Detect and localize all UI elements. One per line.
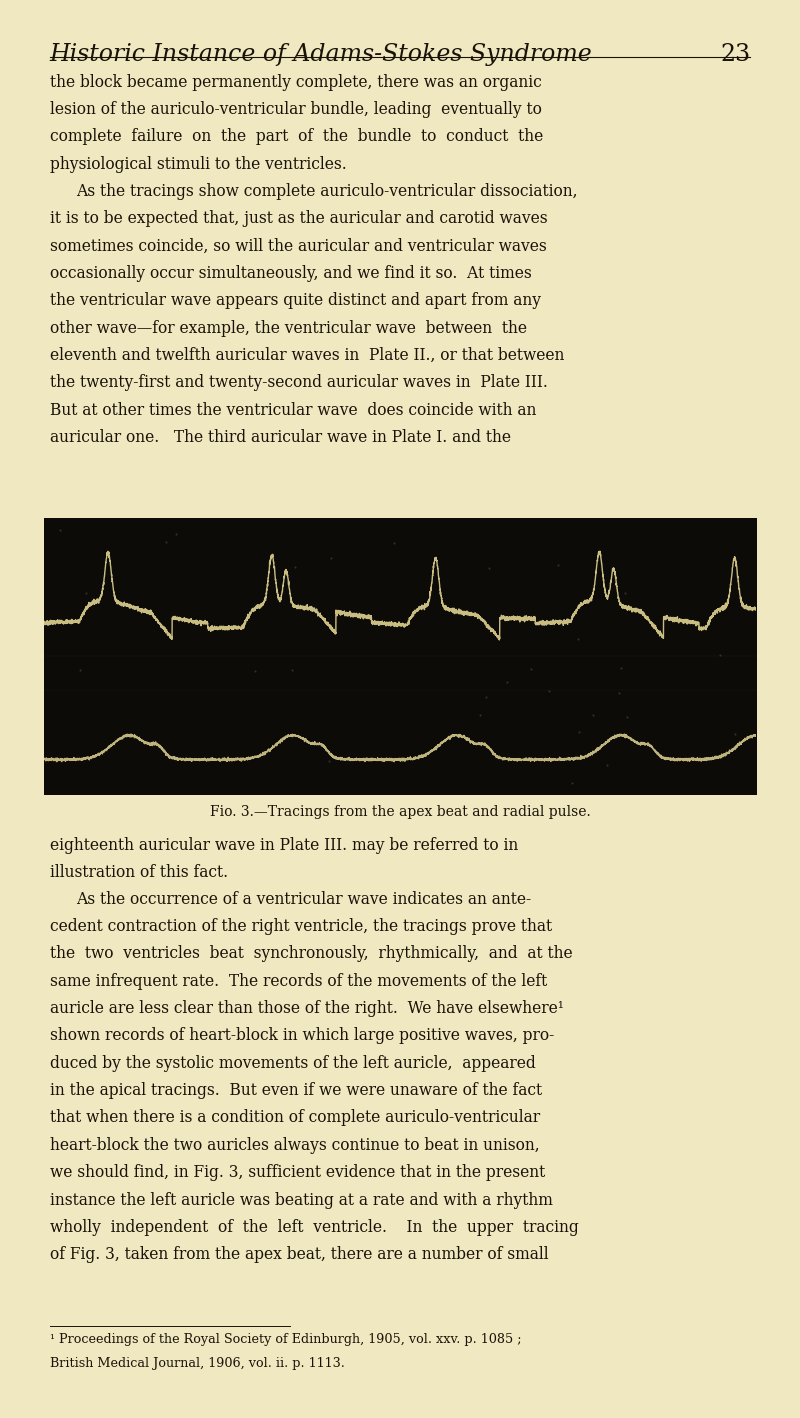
Point bbox=[325, 546, 338, 569]
Text: physiological stimuli to the ventricles.: physiological stimuli to the ventricles. bbox=[50, 156, 346, 173]
Text: sometimes coincide, so will the auricular and ventricular waves: sometimes coincide, so will the auricula… bbox=[50, 238, 546, 255]
Point bbox=[79, 581, 92, 604]
Text: same infrequent rate.  The records of the movements of the left: same infrequent rate. The records of the… bbox=[50, 973, 547, 990]
Text: that when there is a condition of complete auriculo-ventricular: that when there is a condition of comple… bbox=[50, 1109, 540, 1126]
Point bbox=[170, 522, 182, 545]
Text: illustration of this fact.: illustration of this fact. bbox=[50, 864, 228, 881]
Text: Fio. 3.—Tracings from the apex beat and radial pulse.: Fio. 3.—Tracings from the apex beat and … bbox=[210, 805, 590, 820]
Text: Historic Instance of Adams-Stokes Syndrome: Historic Instance of Adams-Stokes Syndro… bbox=[50, 43, 592, 65]
Point bbox=[248, 659, 261, 682]
Point bbox=[620, 706, 633, 729]
Point bbox=[70, 611, 83, 634]
Text: lesion of the auriculo-ventricular bundle, leading  eventually to: lesion of the auriculo-ventricular bundl… bbox=[50, 101, 542, 118]
Text: 23: 23 bbox=[720, 43, 750, 65]
Point bbox=[615, 657, 628, 679]
Text: the twenty-first and twenty-second auricular waves in  Plate III.: the twenty-first and twenty-second auric… bbox=[50, 374, 547, 391]
Point bbox=[501, 671, 514, 693]
Point bbox=[601, 754, 614, 777]
Text: of Fig. 3, taken from the apex beat, there are a number of small: of Fig. 3, taken from the apex beat, the… bbox=[50, 1246, 548, 1263]
Text: complete  failure  on  the  part  of  the  bundle  to  conduct  the: complete failure on the part of the bund… bbox=[50, 129, 543, 146]
Point bbox=[573, 720, 586, 743]
Point bbox=[480, 685, 493, 708]
Text: heart-block the two auricles always continue to beat in unison,: heart-block the two auricles always cont… bbox=[50, 1137, 539, 1154]
Point bbox=[285, 659, 298, 682]
Point bbox=[289, 556, 302, 579]
Text: But at other times the ventricular wave  does coincide with an: But at other times the ventricular wave … bbox=[50, 401, 536, 418]
Text: occasionally occur simultaneously, and we find it so.  At times: occasionally occur simultaneously, and w… bbox=[50, 265, 531, 282]
Text: the  two  ventricles  beat  synchronously,  rhythmically,  and  at the: the two ventricles beat synchronously, r… bbox=[50, 946, 572, 963]
Point bbox=[572, 628, 585, 651]
Text: As the tracings show complete auriculo-ventricular dissociation,: As the tracings show complete auriculo-v… bbox=[76, 183, 578, 200]
Point bbox=[54, 519, 66, 542]
Point bbox=[619, 581, 632, 604]
Point bbox=[714, 644, 726, 666]
Text: the block became permanently complete, there was an organic: the block became permanently complete, t… bbox=[50, 74, 542, 91]
Point bbox=[483, 557, 496, 580]
Text: As the occurrence of a ventricular wave indicates an ante-: As the occurrence of a ventricular wave … bbox=[76, 891, 531, 908]
Point bbox=[728, 722, 741, 744]
Text: ¹ Proceedings of the Royal Society of Edinburgh, 1905, vol. xxv. p. 1085 ;: ¹ Proceedings of the Royal Society of Ed… bbox=[50, 1333, 521, 1346]
Text: eighteenth auricular wave in Plate III. may be referred to in: eighteenth auricular wave in Plate III. … bbox=[50, 837, 518, 854]
Text: instance the left auricle was beating at a rate and with a rhythm: instance the left auricle was beating at… bbox=[50, 1191, 553, 1208]
Point bbox=[551, 553, 564, 576]
Point bbox=[525, 658, 538, 681]
Point bbox=[542, 679, 555, 702]
Text: cedent contraction of the right ventricle, the tracings prove that: cedent contraction of the right ventricl… bbox=[50, 917, 552, 934]
Text: other wave—for example, the ventricular wave  between  the: other wave—for example, the ventricular … bbox=[50, 320, 526, 336]
Text: British Medical Journal, 1906, vol. ii. p. 1113.: British Medical Journal, 1906, vol. ii. … bbox=[50, 1357, 345, 1370]
Text: the ventricular wave appears quite distinct and apart from any: the ventricular wave appears quite disti… bbox=[50, 292, 541, 309]
Text: we should find, in Fig. 3, sufficient evidence that in the present: we should find, in Fig. 3, sufficient ev… bbox=[50, 1164, 545, 1181]
Text: duced by the systolic movements of the left auricle,  appeared: duced by the systolic movements of the l… bbox=[50, 1055, 535, 1072]
Text: in the apical tracings.  But even if we were unaware of the fact: in the apical tracings. But even if we w… bbox=[50, 1082, 542, 1099]
Text: eleventh and twelfth auricular waves in  Plate II., or that between: eleventh and twelfth auricular waves in … bbox=[50, 347, 564, 364]
Text: wholly  independent  of  the  left  ventricle.    In  the  upper  tracing: wholly independent of the left ventricle… bbox=[50, 1219, 578, 1236]
Point bbox=[613, 682, 626, 705]
Point bbox=[74, 658, 86, 681]
Point bbox=[322, 750, 335, 773]
Text: it is to be expected that, just as the auricular and carotid waves: it is to be expected that, just as the a… bbox=[50, 210, 547, 227]
Text: auricular one.   The third auricular wave in Plate I. and the: auricular one. The third auricular wave … bbox=[50, 430, 510, 447]
Text: auricle are less clear than those of the right.  We have elsewhere¹: auricle are less clear than those of the… bbox=[50, 1000, 563, 1017]
Point bbox=[566, 771, 578, 794]
Text: shown records of heart-block in which large positive waves, pro-: shown records of heart-block in which la… bbox=[50, 1027, 554, 1044]
Point bbox=[387, 532, 400, 554]
Point bbox=[474, 703, 486, 726]
Point bbox=[160, 530, 173, 553]
Point bbox=[586, 703, 599, 726]
